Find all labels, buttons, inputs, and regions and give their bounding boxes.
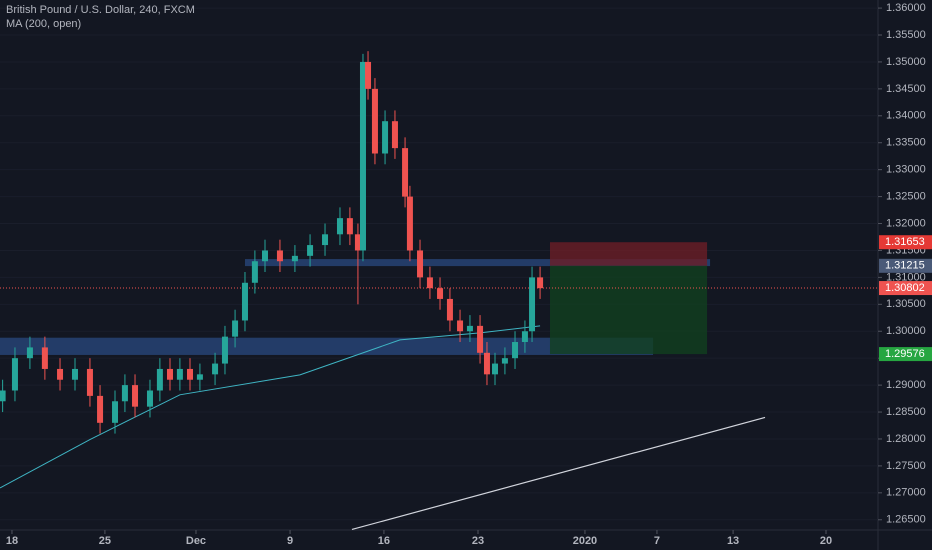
candle-body [261, 250, 268, 262]
candle-body [232, 320, 239, 337]
price-label-box [879, 235, 932, 250]
y-tick-label: 1.27000 [886, 487, 926, 499]
x-tick-label: 16 [378, 535, 390, 547]
price-label-box [879, 281, 932, 296]
candle-body [176, 368, 183, 380]
candle-body [241, 282, 248, 321]
y-tick-label: 1.35500 [886, 29, 926, 41]
candle-body [57, 368, 64, 380]
y-tick-label: 1.30000 [886, 325, 926, 337]
x-tick-label: 25 [99, 535, 111, 547]
candle-body [365, 61, 372, 89]
candle-body [391, 121, 398, 149]
plot-area [0, 7, 878, 531]
candle-body [251, 261, 258, 283]
candle-body [417, 250, 424, 278]
y-tick-label: 1.33000 [886, 164, 926, 176]
candle-body [86, 368, 93, 396]
candle-body [512, 342, 519, 359]
candle-body [529, 277, 536, 332]
candle-body [291, 255, 298, 262]
price-label-box [879, 258, 932, 273]
candle-body [483, 352, 490, 375]
x-tick-label: 23 [472, 535, 484, 547]
candle-body [537, 277, 544, 289]
y-tick-label: 1.33500 [886, 137, 926, 149]
y-tick-label: 1.26500 [886, 514, 926, 526]
price-label: 1.31215 [885, 260, 925, 272]
x-tick-label: Dec [186, 535, 206, 547]
y-tick-label: 1.29000 [886, 379, 926, 391]
y-tick-label: 1.34500 [886, 83, 926, 95]
y-tick-label: 1.35000 [886, 56, 926, 68]
candle-body [97, 395, 104, 423]
indicator-label: MA (200, open) [6, 18, 81, 30]
x-tick-label: 2020 [573, 535, 597, 547]
y-tick-label: 1.31000 [886, 271, 926, 283]
candle-body [382, 121, 389, 154]
candle-body [112, 401, 119, 423]
candle-body [212, 363, 219, 375]
y-tick-label: 1.28500 [886, 406, 926, 418]
candle-body [492, 363, 499, 375]
candle-body [354, 234, 361, 251]
y-tick-label: 1.27500 [886, 460, 926, 472]
candle-body [26, 347, 33, 359]
y-tick-label: 1.32000 [886, 217, 926, 229]
candle-body [307, 245, 314, 256]
price-label: 1.30802 [885, 282, 925, 294]
price-label: 1.31653 [885, 236, 925, 248]
candle-body [446, 298, 453, 321]
candle-body [359, 61, 366, 251]
y-tick-label: 1.34000 [886, 110, 926, 122]
candle-body [322, 234, 329, 246]
candle-body [466, 325, 473, 332]
x-tick-label: 13 [727, 535, 739, 547]
candle-body [426, 277, 433, 289]
price-label-box [879, 347, 932, 362]
target-zone [549, 265, 708, 355]
candle-body [221, 336, 228, 364]
candle-body [132, 385, 139, 407]
candle-body [156, 368, 163, 391]
candle-body [71, 368, 78, 380]
candle-body [336, 218, 343, 235]
candle-body [501, 358, 508, 364]
zone [0, 337, 654, 355]
y-tick-label: 1.28000 [886, 433, 926, 445]
trend-line [351, 416, 766, 531]
candle-body [371, 88, 378, 154]
candle-body [41, 347, 48, 369]
candle-body [196, 374, 203, 380]
stop-zone [549, 242, 708, 266]
candle-body [0, 390, 6, 402]
candle-body [346, 218, 353, 235]
x-tick-label: 7 [654, 535, 660, 547]
chart-title: British Pound / U.S. Dollar, 240, FXCM [6, 4, 195, 16]
candle-body [166, 368, 173, 380]
y-tick-label: 1.30500 [886, 298, 926, 310]
zone [244, 259, 711, 267]
candle-body [276, 250, 283, 262]
candle-body [521, 331, 528, 343]
candle-body [477, 325, 484, 353]
candle-body [437, 288, 444, 299]
x-tick-label: 18 [6, 535, 18, 547]
price-label: 1.29576 [885, 348, 925, 360]
candle-body [406, 196, 413, 251]
candle-body [457, 320, 464, 332]
x-tick-label: 9 [287, 535, 293, 547]
x-tick-label: 20 [820, 535, 832, 547]
candle-body [121, 385, 128, 402]
y-tick-label: 1.32500 [886, 191, 926, 203]
y-tick-label: 1.36000 [886, 2, 926, 14]
candle-body [11, 358, 18, 391]
candle-body [186, 368, 193, 380]
candle-body [402, 148, 409, 197]
candle-body [146, 390, 153, 407]
